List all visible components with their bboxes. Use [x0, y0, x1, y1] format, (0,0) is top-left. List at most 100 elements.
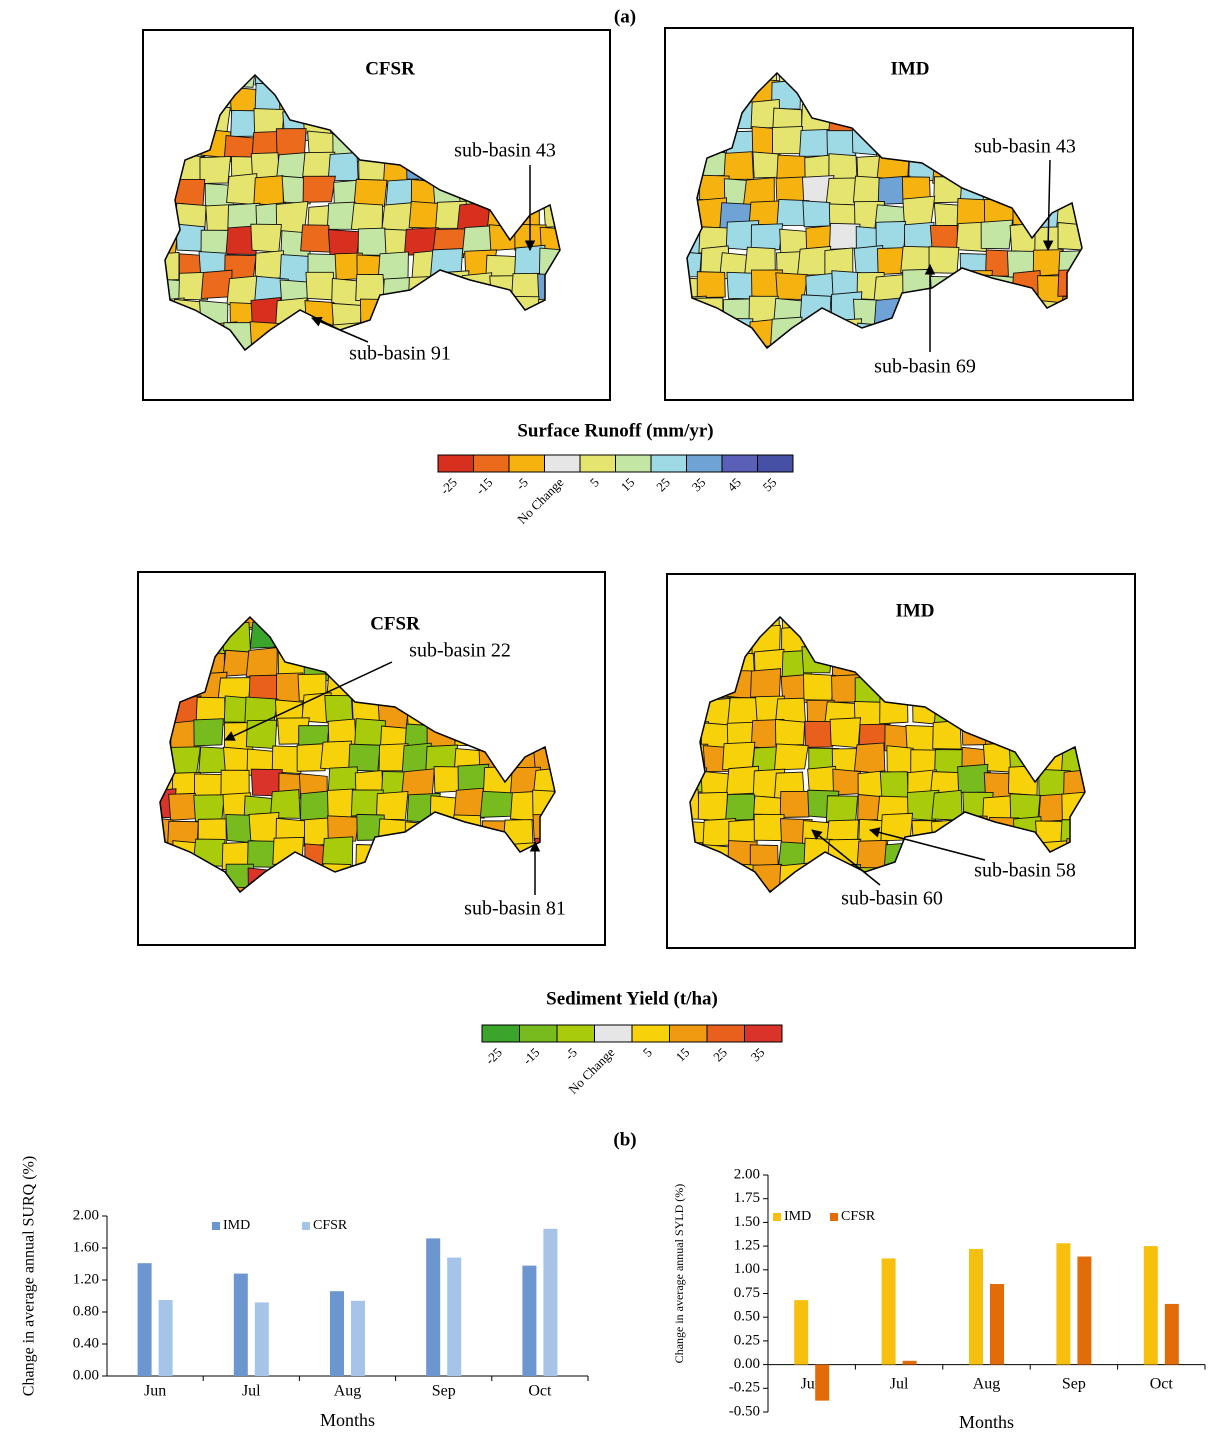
- sub-basin: [479, 700, 507, 726]
- legend-label: IMD: [784, 1209, 811, 1224]
- sub-basin: [954, 107, 983, 136]
- sub-basin: [250, 622, 280, 648]
- sub-basin: [563, 695, 593, 722]
- sub-basin: [384, 106, 414, 135]
- sub-basin: [350, 677, 380, 703]
- legend-swatch: [745, 1025, 783, 1042]
- basin: [668, 54, 1122, 377]
- sub-basin: [803, 201, 831, 227]
- sub-basin: [535, 598, 564, 626]
- sub-basin: [538, 274, 569, 303]
- sub-basin: [1061, 316, 1093, 345]
- sub-basin: [1017, 888, 1045, 917]
- sub-basin: [277, 324, 306, 350]
- sub-basin: [562, 670, 595, 697]
- legend-swatch: [302, 1222, 310, 1230]
- sub-basin: [853, 106, 882, 135]
- sub-basin: [322, 837, 352, 868]
- sub-basin: [432, 602, 461, 632]
- sub-basin: [983, 175, 1018, 201]
- sub-basin: [1030, 104, 1063, 130]
- sub-basin: [435, 59, 466, 85]
- sub-basin: [1006, 54, 1039, 83]
- sub-basin: [152, 131, 183, 162]
- sub-basin: [826, 796, 857, 823]
- sub-basin: [1034, 321, 1064, 351]
- sub-basin: [1041, 694, 1069, 721]
- sub-basin: [277, 869, 307, 897]
- sub-basin: [407, 668, 436, 696]
- sub-basin: [561, 178, 591, 204]
- bar: [1077, 1257, 1091, 1365]
- sub-basin: [254, 176, 283, 206]
- sub-basin: [1011, 603, 1040, 629]
- sub-basin: [668, 321, 699, 349]
- bar: [543, 1229, 557, 1376]
- sub-basin: [800, 295, 831, 321]
- sub-basin: [1092, 845, 1122, 872]
- sub-basin: [932, 78, 963, 106]
- sub-basin: [301, 322, 331, 351]
- sub-basin: [1009, 297, 1039, 326]
- bar: [815, 1365, 829, 1401]
- sub-basin: [194, 719, 224, 746]
- bar: [255, 1302, 269, 1376]
- sub-basin: [515, 59, 546, 88]
- sub-basin: [308, 345, 339, 374]
- sub-basin: [669, 251, 701, 277]
- sub-basin: [1063, 57, 1093, 86]
- sub-basin: [1086, 796, 1118, 825]
- sub-basin: [329, 59, 361, 86]
- sub-basin: [1091, 887, 1122, 916]
- legend-swatch: [616, 455, 652, 472]
- sub-basin: [537, 625, 566, 651]
- sub-basin: [958, 83, 989, 109]
- legend-label: -25: [437, 475, 460, 498]
- sub-basin: [986, 106, 1016, 134]
- sub-basin: [273, 837, 304, 865]
- annotation: sub-basin 91: [349, 343, 451, 365]
- sub-basin: [296, 623, 326, 651]
- sub-basin: [959, 271, 992, 298]
- sub-basin: [425, 670, 456, 699]
- sub-basin: [1009, 743, 1037, 771]
- sub-basin: [564, 894, 592, 920]
- sub-basin: [1088, 671, 1122, 698]
- sub-basin: [1063, 624, 1092, 651]
- bar: [426, 1238, 440, 1376]
- sub-basin: [380, 127, 413, 155]
- sub-basin: [153, 328, 182, 355]
- sub-basin: [560, 651, 592, 678]
- sub-basin: [772, 126, 802, 153]
- sub-basin: [534, 837, 566, 866]
- sub-basin: [1091, 743, 1124, 773]
- legend-swatch: [509, 455, 545, 472]
- sub-basin: [564, 153, 593, 183]
- legend-swatch: [651, 455, 687, 472]
- sub-basin: [169, 793, 197, 820]
- sub-basin: [567, 111, 595, 137]
- annotation: sub-basin 60: [841, 888, 943, 910]
- sub-basin: [566, 88, 596, 115]
- sub-basin: [354, 179, 387, 206]
- sub-basin: [954, 325, 986, 353]
- sub-basin: [458, 672, 492, 699]
- sub-basin: [774, 744, 808, 770]
- sub-basin: [1091, 604, 1122, 631]
- sub-basin: [723, 742, 755, 769]
- sub-basin: [1013, 700, 1042, 728]
- sub-basin: [676, 887, 705, 914]
- sub-basin: [1033, 82, 1065, 110]
- sub-basin: [278, 628, 308, 655]
- legend-label: 15: [673, 1045, 693, 1065]
- sub-basin: [906, 725, 936, 751]
- bar: [794, 1300, 808, 1364]
- sub-basin: [935, 606, 965, 634]
- sub-basin: [1005, 344, 1035, 372]
- sub-basin: [305, 301, 334, 327]
- bar: [138, 1263, 152, 1376]
- sub-basin: [1091, 340, 1119, 368]
- sub-basin: [959, 701, 991, 728]
- sub-basin: [1090, 321, 1119, 347]
- sub-basin: [478, 866, 510, 895]
